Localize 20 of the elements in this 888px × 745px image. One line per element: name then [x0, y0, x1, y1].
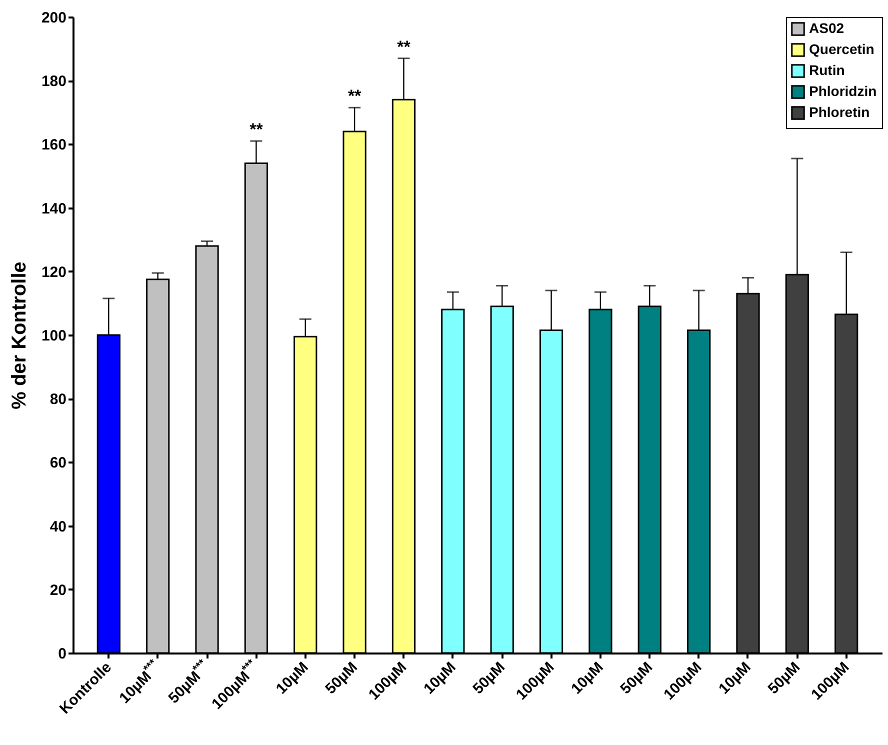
- annotation: **: [397, 37, 411, 56]
- annotation: **: [348, 86, 362, 106]
- y-tick-label: 140: [41, 200, 66, 218]
- y-tick-label: 160: [41, 136, 66, 154]
- legend-label: Phloretin: [809, 104, 870, 120]
- y-tick-label: 60: [50, 454, 66, 472]
- y-tick-label: 0: [58, 646, 66, 662]
- y-tick-label: 200: [41, 10, 66, 26]
- legend-label: Quercetin: [809, 41, 874, 57]
- y-tick-label: 20: [50, 582, 66, 599]
- y-tick-label: 120: [41, 264, 66, 281]
- annotation: **: [250, 120, 264, 140]
- y-tick-label: 180: [41, 73, 66, 90]
- legend-label: Rutin: [809, 62, 845, 78]
- legend-label: AS02: [809, 20, 844, 36]
- y-axis-title: % der Kontrolle: [8, 262, 30, 410]
- y-tick-label: 80: [50, 391, 66, 408]
- y-tick-label: 100: [41, 328, 66, 344]
- y-tick-label: 40: [50, 518, 66, 536]
- legend-label: Phloridzin: [809, 83, 877, 99]
